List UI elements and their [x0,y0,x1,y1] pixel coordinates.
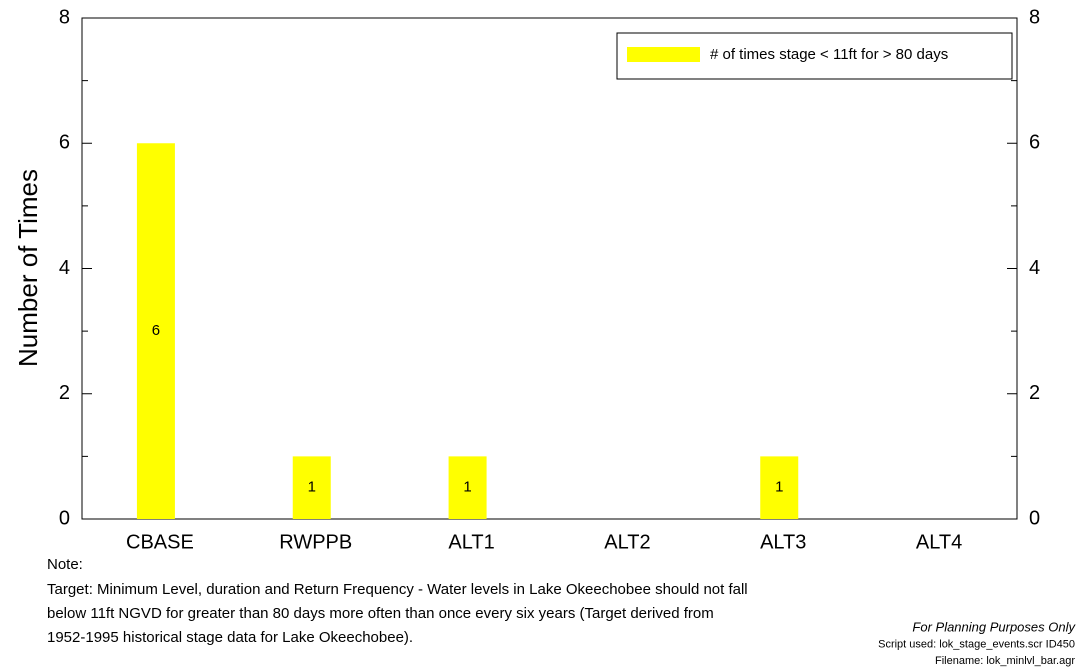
x-tick-label: ALT3 [760,531,806,553]
bar [136,143,175,519]
footer-line: Script used: lok_stage_events.scr ID450 [878,638,1075,650]
data-label: 1 [775,479,783,496]
y-tick-label: 8 [59,6,70,28]
bar [448,456,487,519]
note-line: Target: Minimum Level, duration and Retu… [47,581,748,598]
data-label: 6 [152,322,160,339]
footer-line: Filename: lok_minlvl_bar.agr [935,655,1075,667]
bar [760,456,799,519]
footer-line: For Planning Purposes Only [912,619,1076,634]
bar [292,456,331,519]
y2-tick-label: 6 [1029,132,1040,154]
y-tick-label: 2 [59,382,70,404]
note-heading: Note: [47,556,83,573]
y-tick-label: 4 [59,257,70,279]
y2-tick-label: 4 [1029,257,1040,279]
y-axis-label: Number of Times [13,169,43,367]
data-label: 1 [463,479,471,496]
y2-tick-label: 8 [1029,6,1040,28]
x-tick-label: ALT2 [604,531,650,553]
y2-tick-label: 0 [1029,507,1040,529]
y-tick-label: 6 [59,132,70,154]
plot-frame [81,17,1018,520]
y-tick-label: 0 [59,507,70,529]
legend-swatch [627,47,700,62]
note-line: 1952-1995 historical stage data for Lake… [47,629,413,646]
x-tick-label: ALT4 [916,531,962,553]
x-tick-label: ALT1 [448,531,494,553]
y2-tick-label: 2 [1029,382,1040,404]
legend-label: # of times stage < 11ft for > 80 days [710,46,948,63]
data-label: 1 [308,479,316,496]
x-tick-label: RWPPB [279,531,352,553]
note-line: below 11ft NGVD for greater than 80 days… [47,605,714,622]
x-tick-label: CBASE [126,531,194,553]
